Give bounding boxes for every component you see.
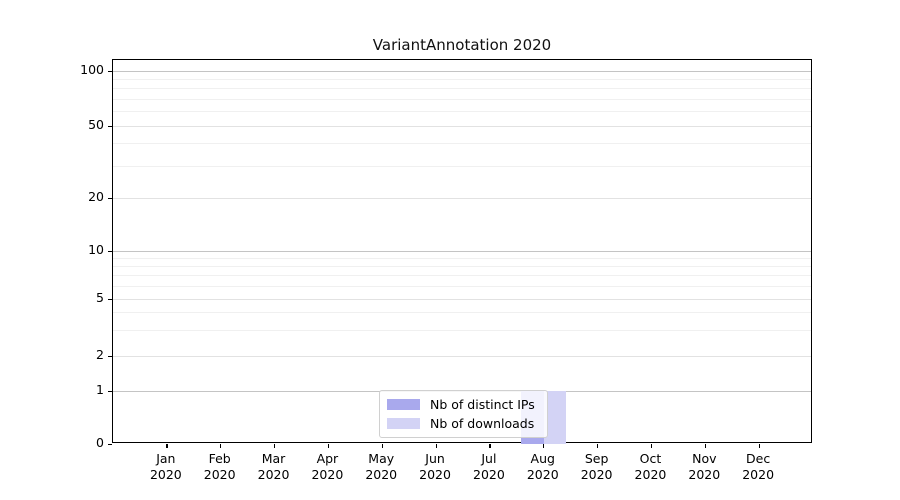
y-tick-mark bbox=[108, 125, 112, 127]
legend-label-downloads: Nb of downloads bbox=[430, 416, 535, 431]
gridline bbox=[113, 125, 811, 127]
y-tick-mark bbox=[108, 355, 112, 357]
gridline bbox=[113, 111, 811, 113]
gridline bbox=[113, 197, 811, 199]
x-tick-mark bbox=[489, 444, 491, 448]
y-tick-mark bbox=[108, 390, 112, 392]
y-tick-mark bbox=[108, 298, 112, 300]
y-tick-label: 1 bbox=[96, 382, 104, 397]
legend-item-distinct-ips: Nb of distinct IPs bbox=[387, 397, 540, 412]
legend-item-downloads: Nb of downloads bbox=[387, 416, 540, 431]
x-tick-mark bbox=[381, 444, 383, 448]
x-tick-mark bbox=[758, 444, 760, 448]
gridline bbox=[113, 330, 811, 332]
legend-swatch-distinct-ips bbox=[387, 399, 420, 410]
gridline bbox=[113, 285, 811, 287]
gridline bbox=[113, 143, 811, 145]
x-tick-mark bbox=[435, 444, 437, 448]
x-tick-label: Sep 2020 bbox=[580, 451, 613, 482]
gridline bbox=[113, 355, 811, 357]
x-tick-label: Jan 2020 bbox=[149, 451, 182, 482]
gridline bbox=[113, 88, 811, 90]
x-tick-label: Apr 2020 bbox=[311, 451, 344, 482]
y-tick-mark bbox=[108, 443, 112, 445]
x-tick-mark bbox=[166, 444, 168, 448]
x-tick-label: May 2020 bbox=[365, 451, 398, 482]
legend-swatch-downloads bbox=[387, 418, 420, 429]
gridline bbox=[113, 312, 811, 314]
gridline bbox=[113, 265, 811, 267]
x-tick-label: Dec 2020 bbox=[742, 451, 775, 482]
axis-ticks-layer bbox=[108, 60, 811, 448]
gridline bbox=[113, 70, 811, 72]
gridline bbox=[113, 98, 811, 100]
plot-area: Nb of distinct IPs Nb of downloads bbox=[108, 59, 812, 448]
y-tick-label: 20 bbox=[88, 189, 104, 204]
legend-label-distinct-ips: Nb of distinct IPs bbox=[430, 397, 535, 412]
y-tick-label: 2 bbox=[96, 347, 104, 362]
y-tick-label: 50 bbox=[88, 117, 104, 132]
x-tick-label: Oct 2020 bbox=[634, 451, 667, 482]
y-tick-mark bbox=[108, 70, 112, 72]
gridline bbox=[113, 78, 811, 80]
y-tick-label: 10 bbox=[88, 242, 104, 257]
chart-title: VariantAnnotation 2020 bbox=[372, 36, 552, 54]
gridline bbox=[113, 298, 811, 300]
x-tick-label: Jun 2020 bbox=[419, 451, 451, 482]
y-tick-mark bbox=[108, 250, 112, 252]
y-tick-mark bbox=[108, 197, 112, 199]
x-tick-label: Aug 2020 bbox=[526, 451, 559, 482]
x-tick-mark bbox=[327, 444, 330, 448]
gridline bbox=[113, 257, 811, 259]
x-tick-label: Mar 2020 bbox=[257, 451, 290, 482]
bar-aug-downloads bbox=[543, 391, 567, 444]
gridline bbox=[113, 275, 811, 277]
gridline bbox=[113, 250, 811, 252]
x-tick-mark bbox=[597, 444, 599, 448]
y-tick-label: 100 bbox=[80, 62, 104, 77]
y-tick-label: 0 bbox=[96, 435, 104, 450]
x-tick-mark bbox=[220, 444, 222, 448]
y-tick-label: 5 bbox=[96, 290, 104, 305]
legend: Nb of distinct IPs Nb of downloads bbox=[379, 390, 548, 438]
x-tick-label: Jul 2020 bbox=[473, 451, 505, 482]
x-tick-label: Nov 2020 bbox=[688, 451, 721, 482]
gridline bbox=[113, 165, 811, 167]
x-tick-label: Feb 2020 bbox=[203, 451, 236, 482]
x-tick-mark bbox=[650, 444, 653, 448]
x-tick-mark bbox=[274, 444, 276, 448]
x-tick-mark bbox=[543, 444, 545, 448]
x-tick-mark bbox=[704, 444, 706, 448]
